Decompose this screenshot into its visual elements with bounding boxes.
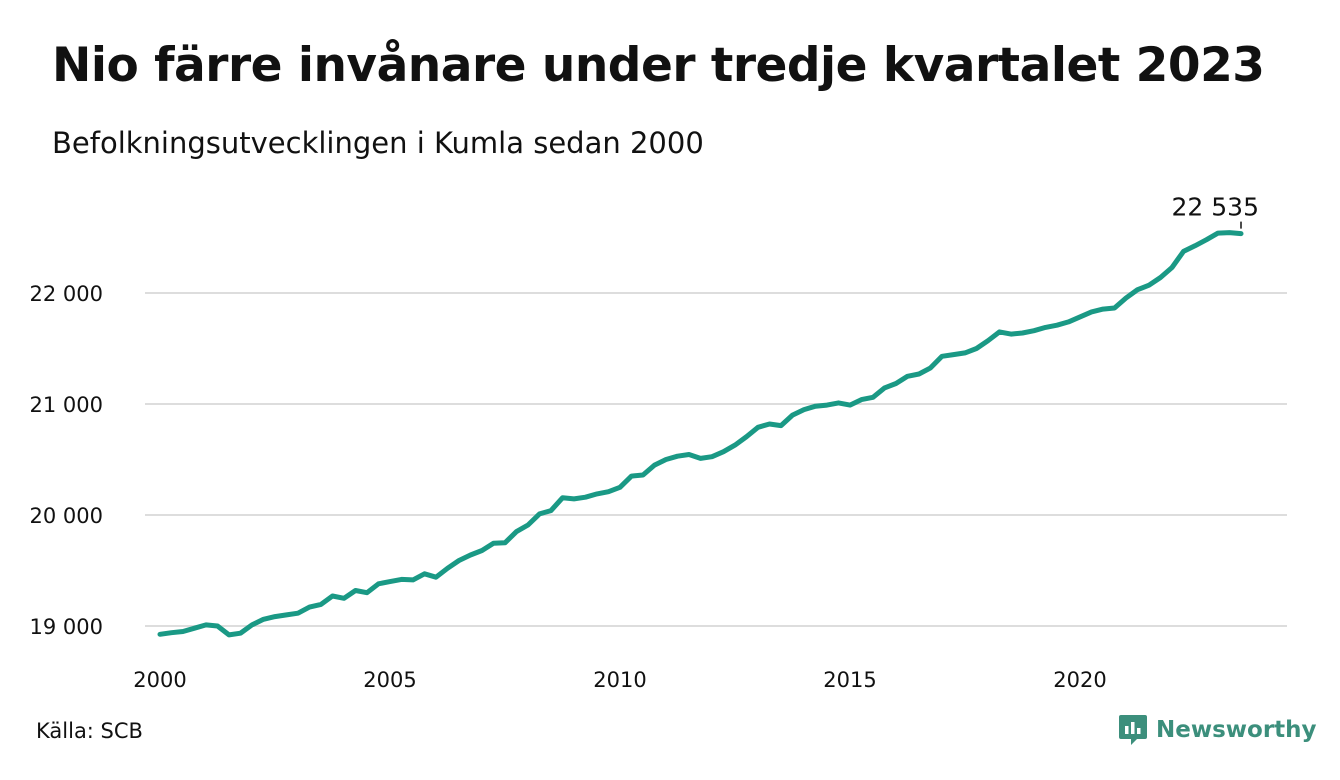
y-tick-label: 21 000: [30, 393, 103, 417]
x-tick-label: 2005: [363, 668, 416, 692]
x-tick-label: 2015: [823, 668, 876, 692]
chart-subtitle: Befolkningsutvecklingen i Kumla sedan 20…: [52, 126, 704, 160]
y-tick-label: 22 000: [30, 282, 103, 306]
line-chart: 19 000 20 000 21 000 22 000 2000 2005 2010 201…: [30, 193, 1287, 692]
x-axis-labels: 2000 2005 2010 2015 2020: [133, 668, 1106, 692]
newsworthy-logo-icon: [1119, 715, 1147, 745]
y-tick-label: 19 000: [30, 615, 103, 639]
x-tick-label: 2000: [133, 668, 186, 692]
chart-title: Nio färre invånare under tredje kvartale…: [52, 38, 1265, 93]
x-tick-label: 2020: [1053, 668, 1106, 692]
y-axis-labels: 19 000 20 000 21 000 22 000: [30, 282, 103, 639]
grid-lines: [145, 292, 1287, 627]
series-line: [157, 230, 1244, 638]
brand-name: Newsworthy: [1156, 717, 1317, 743]
newsworthy-logo: Newsworthy: [1118, 713, 1317, 747]
series: [157, 230, 1244, 638]
end-value-label: 22 535: [1172, 193, 1259, 222]
annotations: 22 535: [1172, 193, 1259, 229]
y-tick-label: 20 000: [30, 504, 103, 528]
x-tick-label: 2010: [593, 668, 646, 692]
source-note: Källa: SCB: [36, 719, 143, 743]
